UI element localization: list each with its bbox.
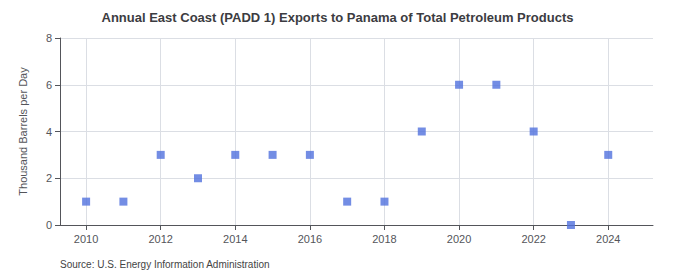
svg-text:Thousand Barrels per Day: Thousand Barrels per Day bbox=[17, 67, 29, 196]
svg-text:2024: 2024 bbox=[596, 233, 620, 245]
svg-text:2022: 2022 bbox=[521, 233, 545, 245]
svg-text:Annual East Coast (PADD 1) Exp: Annual East Coast (PADD 1) Exports to Pa… bbox=[102, 10, 574, 25]
svg-text:2020: 2020 bbox=[447, 233, 471, 245]
svg-text:8: 8 bbox=[46, 32, 52, 44]
svg-text:2: 2 bbox=[46, 172, 52, 184]
svg-text:2010: 2010 bbox=[74, 233, 98, 245]
svg-text:0: 0 bbox=[46, 219, 52, 231]
svg-text:2014: 2014 bbox=[223, 233, 247, 245]
svg-text:2018: 2018 bbox=[372, 233, 396, 245]
svg-text:2016: 2016 bbox=[298, 233, 322, 245]
svg-text:Source: U.S. Energy Informatio: Source: U.S. Energy Information Administ… bbox=[60, 259, 270, 270]
svg-text:6: 6 bbox=[46, 79, 52, 91]
svg-text:4: 4 bbox=[46, 126, 52, 138]
svg-text:2012: 2012 bbox=[148, 233, 172, 245]
